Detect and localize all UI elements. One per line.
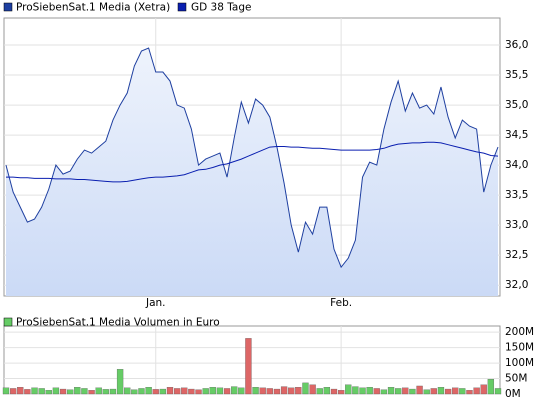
- volume-bar: [473, 387, 480, 395]
- legend-swatch: [3, 2, 13, 12]
- volume-bar: [466, 390, 473, 395]
- volume-bar: [245, 338, 252, 395]
- volume-bar: [138, 388, 145, 395]
- y-tick-label: 32,0: [505, 279, 528, 291]
- volume-bar: [216, 387, 224, 395]
- volume-bar: [409, 388, 416, 395]
- volume-bar: [74, 387, 81, 395]
- volume-bar: [444, 388, 452, 395]
- y-tick-label: 33,0: [505, 219, 528, 231]
- legend-label: GD 38 Tage: [191, 2, 252, 14]
- y-tick-label: 33,5: [505, 189, 528, 201]
- volume-bar: [109, 388, 117, 395]
- volume-bar: [188, 388, 195, 395]
- volume-bar: [202, 388, 209, 395]
- legend-swatch: [177, 2, 187, 12]
- volume-bar: [337, 390, 345, 395]
- volume-bar: [45, 390, 52, 395]
- volume-bar: [288, 387, 295, 395]
- volume-bar: [38, 388, 45, 395]
- volume-bar: [181, 387, 188, 395]
- volume-bar: [52, 387, 60, 395]
- volume-bar: [373, 388, 380, 395]
- volume-bar: [402, 387, 409, 395]
- volume-bar: [238, 387, 245, 395]
- volume-bar: [416, 385, 423, 395]
- volume-bar: [102, 389, 109, 395]
- y-tick-label: 34,5: [505, 129, 528, 141]
- x-tick-label: Feb.: [330, 297, 352, 309]
- volume-bar: [2, 387, 10, 395]
- volume-bar: [24, 389, 31, 395]
- volume-bar: [173, 388, 181, 395]
- volume-bar: [116, 369, 124, 395]
- x-tick-label: Jan.: [145, 297, 166, 309]
- volume-bar: [494, 388, 502, 395]
- volume-bar: [152, 389, 159, 395]
- volume-bar: [31, 387, 38, 395]
- volume-bar: [423, 389, 430, 395]
- volume-bar: [9, 388, 17, 395]
- volume-frame: [3, 325, 501, 395]
- volume-bar: [309, 384, 316, 395]
- volume-bar: [273, 388, 281, 395]
- volume-bar: [95, 387, 102, 395]
- volume-bar: [67, 389, 74, 395]
- price-line: [5, 47, 499, 269]
- y-tick-label: 100M: [505, 357, 534, 369]
- volume-bar: [459, 388, 466, 395]
- y-tick-label: 35,0: [505, 99, 528, 111]
- volume-bar: [280, 386, 288, 395]
- volume-bar: [266, 388, 273, 395]
- volume-bar: [323, 387, 331, 395]
- legend-swatch: [3, 317, 13, 327]
- volume-bar: [159, 388, 167, 395]
- volume-bar: [380, 389, 388, 395]
- volume-bar: [145, 387, 152, 395]
- volume-bar: [395, 388, 402, 395]
- volume-bar: [430, 388, 437, 395]
- price-area: [6, 48, 498, 296]
- volume-bar: [295, 387, 302, 395]
- volume-bar: [437, 387, 445, 395]
- volume-bar: [124, 387, 131, 395]
- volume-bar: [166, 387, 174, 395]
- volume-bar: [316, 388, 323, 395]
- volume-bar: [480, 384, 487, 395]
- volume-bar: [259, 387, 266, 395]
- volume-bar: [209, 387, 216, 395]
- y-tick-label: 34,0: [505, 159, 528, 171]
- volume-bar: [366, 387, 373, 395]
- volume-bar: [17, 387, 24, 395]
- volume-bar: [487, 379, 495, 395]
- volume-bar: [252, 387, 259, 395]
- volume-bar: [359, 387, 366, 395]
- volume-bar: [195, 389, 202, 395]
- legend-label: ProSiebenSat.1 Media Volumen in Euro: [16, 317, 220, 329]
- volume-bar: [345, 384, 352, 395]
- volume-bar: [81, 388, 88, 395]
- y-tick-label: 200M: [505, 326, 534, 338]
- y-tick-label: 0M: [505, 388, 521, 400]
- volume-bar: [302, 382, 309, 395]
- volume-bar: [88, 390, 95, 395]
- y-tick-label: 32,5: [505, 249, 528, 261]
- volume-bar: [330, 388, 338, 395]
- volume-bar: [452, 387, 459, 395]
- volume-bar: [59, 388, 67, 395]
- moving-average-line: [6, 141, 499, 183]
- y-tick-label: 150M: [505, 342, 534, 354]
- volume-bar: [131, 389, 138, 395]
- volume-bar: [231, 386, 238, 395]
- volume-bar: [387, 387, 395, 395]
- legend-label: ProSiebenSat.1 Media (Xetra): [16, 2, 170, 14]
- volume-bar: [352, 386, 359, 395]
- volume-bar: [223, 388, 231, 395]
- y-tick-label: 50M: [505, 373, 527, 385]
- y-tick-label: 36,0: [505, 39, 528, 51]
- y-tick-label: 35,5: [505, 69, 528, 81]
